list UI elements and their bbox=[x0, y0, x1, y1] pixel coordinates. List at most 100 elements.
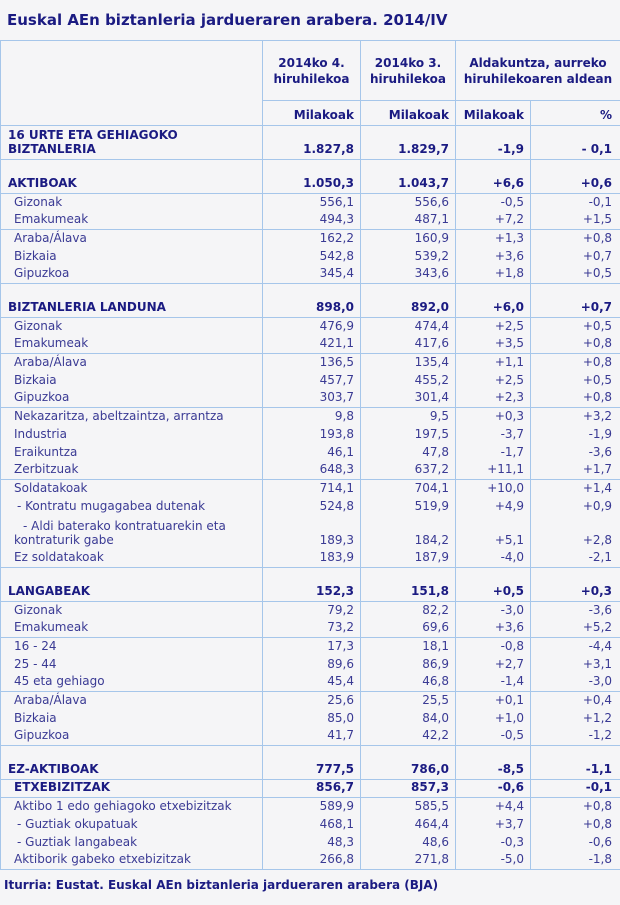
row-value: 1.043,7 bbox=[360, 159, 456, 194]
row-value: +1,2 bbox=[529, 709, 620, 728]
row-value: +0,5 bbox=[529, 265, 620, 284]
table-row: EZ-AKTIBOAK 777,5 786,0 -8,5 -1,1 bbox=[0, 745, 620, 780]
row-value: -3,7 bbox=[455, 425, 531, 444]
row-label: Gizonak bbox=[0, 317, 263, 336]
table-row: Gizonak 476,9 474,4 +2,5 +0,5 bbox=[0, 317, 620, 336]
row-value: -4,0 bbox=[455, 549, 531, 568]
row-label: Emakumeak bbox=[14, 620, 89, 634]
unit-header-thousands-q3: Milakoak bbox=[360, 100, 456, 126]
row-value: +0,8 bbox=[529, 815, 620, 834]
row-value: -0,6 bbox=[529, 833, 620, 852]
table-row: 45 eta gehiago 45,4 46,8 -1,4 -3,0 bbox=[1, 673, 620, 692]
row-value: -5,0 bbox=[455, 851, 531, 870]
row-label: LANGABEAK bbox=[0, 567, 263, 602]
row-value: +1,1 bbox=[455, 353, 531, 372]
row-label: Ez soldatakoak bbox=[14, 550, 104, 564]
row-value: +4,9 bbox=[455, 497, 531, 516]
table-row: Araba/Álava 25,6 25,5 +0,1 +0,4 bbox=[0, 691, 620, 710]
row-label: BIZTANLERIA LANDUNA bbox=[0, 283, 263, 318]
unit-header-thousands-change: Milakoak bbox=[455, 100, 531, 126]
row-value: 556,1 bbox=[262, 193, 361, 212]
table-row: Ez soldatakoak 183,9 187,9 -4,0 -2,1 bbox=[1, 549, 620, 568]
row-value: -8,5 bbox=[455, 745, 531, 780]
table-row: - Aldi baterako kontratuarekin eta kontr… bbox=[1, 515, 620, 550]
row-value: 48,3 bbox=[262, 833, 361, 852]
row-label: Industria bbox=[14, 426, 67, 441]
row-value: 46,1 bbox=[262, 443, 361, 462]
row-label: 16 URTE ETA GEHIAGOKO BIZTANLERIA bbox=[8, 128, 178, 156]
table-row: Gizonak 79,2 82,2 -3,0 -3,6 bbox=[0, 601, 620, 620]
row-value: 704,1 bbox=[360, 479, 456, 498]
row-value: +3,5 bbox=[455, 335, 531, 354]
row-value: +0,6 bbox=[529, 159, 620, 194]
row-value: +0,1 bbox=[455, 691, 531, 710]
row-label: - Guztiak okupatuak bbox=[17, 816, 138, 831]
row-value: 487,1 bbox=[360, 211, 456, 230]
row-value: 1.050,3 bbox=[262, 159, 361, 194]
row-value: +0,3 bbox=[455, 407, 531, 426]
row-value: 152,3 bbox=[262, 567, 361, 602]
row-value: 46,8 bbox=[360, 673, 456, 692]
row-value: 85,0 bbox=[262, 709, 361, 728]
row-value: 524,8 bbox=[262, 497, 361, 516]
row-value: +1,5 bbox=[529, 211, 620, 230]
row-value: +4,4 bbox=[455, 797, 531, 816]
row-value: 89,6 bbox=[262, 655, 361, 674]
table-row: Emakumeak 494,3 487,1 +7,2 +1,5 bbox=[1, 211, 620, 230]
row-value: 494,3 bbox=[262, 211, 361, 230]
row-label: EZ-AKTIBOAK bbox=[0, 745, 263, 780]
table-row: - Guztiak okupatuak 468,1 464,4 +3,7 +0,8 bbox=[1, 815, 620, 834]
row-value: 345,4 bbox=[262, 265, 361, 284]
table-row: AKTIBOAK 1.050,3 1.043,7 +6,6 +0,6 bbox=[0, 159, 620, 194]
row-value: +0,8 bbox=[529, 797, 620, 816]
row-value: 135,4 bbox=[360, 353, 456, 372]
row-value: +0,8 bbox=[529, 389, 620, 408]
column-header-row: 2014ko 4. hiruhilekoa 2014ko 3. hiruhile… bbox=[0, 40, 620, 126]
row-label: AKTIBOAK bbox=[0, 159, 263, 194]
row-value: 892,0 bbox=[360, 283, 456, 318]
row-value: -3,6 bbox=[529, 601, 620, 620]
source-note: Iturria: Eustat. Euskal AEn biztanleria … bbox=[4, 878, 439, 892]
table-row: 16 - 24 17,3 18,1 -0,8 -4,4 bbox=[0, 637, 620, 656]
row-value: 417,6 bbox=[360, 335, 456, 354]
row-value: -1,9 bbox=[455, 125, 531, 160]
row-value: 464,4 bbox=[360, 815, 456, 834]
row-value: 476,9 bbox=[262, 317, 361, 336]
row-label: Gipuzkoa bbox=[14, 728, 70, 742]
row-value: 162,2 bbox=[262, 229, 361, 248]
table-row: Bizkaia 542,8 539,2 +3,6 +0,7 bbox=[1, 247, 620, 266]
row-value: 9,5 bbox=[360, 407, 456, 426]
row-value: +7,2 bbox=[455, 211, 531, 230]
row-value: +2,3 bbox=[455, 389, 531, 408]
col-header-2014q3: 2014ko 3. hiruhilekoa bbox=[360, 40, 456, 101]
table-row: Aktiborik gabeko etxebizitzak 266,8 271,8-… bbox=[1, 851, 620, 870]
table-row: Bizkaia 85,0 84,0 +1,0 +1,2 bbox=[1, 709, 620, 728]
row-value: 585,5 bbox=[360, 797, 456, 816]
row-value: +0,7 bbox=[529, 283, 620, 318]
table-row: Gipuzkoa 303,7 301,4 +2,3 +0,8 bbox=[1, 389, 620, 408]
row-value: 421,1 bbox=[262, 335, 361, 354]
row-value: 542,8 bbox=[262, 247, 361, 266]
row-value: -3,0 bbox=[455, 601, 531, 620]
table-row: ETXEBIZITZAK 856,7 857,3 -0,6 -0,1 bbox=[0, 779, 620, 798]
row-label: Aktibo 1 edo gehiagoko etxebizitzak bbox=[0, 797, 263, 816]
row-value: 343,6 bbox=[360, 265, 456, 284]
row-value: -2,1 bbox=[529, 549, 620, 568]
row-label: Bizkaia bbox=[14, 248, 57, 263]
row-value: +3,6 bbox=[455, 247, 531, 266]
row-value: +0,5 bbox=[455, 567, 531, 602]
row-value: +0,3 bbox=[529, 567, 620, 602]
row-label: Emakumeak bbox=[14, 212, 89, 226]
row-value: 183,9 bbox=[262, 549, 361, 568]
row-value: 1.827,8 bbox=[262, 125, 361, 160]
table-row: Gipuzkoa 41,7 42,2 -0,5 -1,2 bbox=[1, 727, 620, 746]
row-value: -0,5 bbox=[455, 193, 531, 212]
row-value: +6,0 bbox=[455, 283, 531, 318]
row-label: - Aldi baterako kontratuarekin eta kontr… bbox=[14, 518, 226, 547]
corner-cell bbox=[0, 40, 263, 126]
row-value: 79,2 bbox=[262, 601, 361, 620]
table-row: Gipuzkoa 345,4 343,6 +1,8 +0,5 bbox=[1, 265, 620, 284]
row-value: 73,2 bbox=[262, 619, 361, 638]
row-value: 303,7 bbox=[262, 389, 361, 408]
row-value: 45,4 bbox=[262, 673, 361, 692]
